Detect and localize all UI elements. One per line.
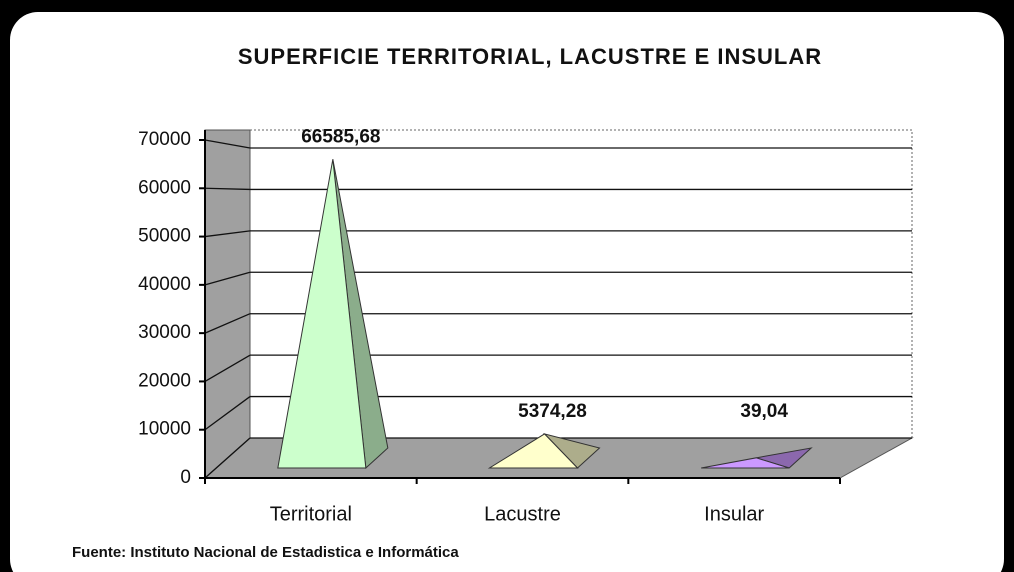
pyramid-front (487, 433, 579, 469)
grid-line (204, 354, 251, 382)
grid-line (204, 139, 251, 149)
y-tick-label: 40000 (138, 274, 191, 295)
grid-line (204, 437, 251, 479)
y-tick-label: 50000 (138, 226, 191, 247)
grid-line (204, 187, 251, 191)
y-tick-label: 30000 (138, 322, 191, 343)
y-tick-label: 10000 (138, 419, 191, 440)
value-label: 39,04 (740, 401, 788, 422)
x-tick-label: Lacustre (484, 503, 561, 525)
grid-line (204, 396, 251, 431)
y-tick-label: 60000 (138, 177, 191, 198)
y-tick-label: 70000 (138, 129, 191, 150)
y-tick-label: 0 (180, 467, 191, 488)
x-tick-label: Insular (704, 503, 764, 525)
grid-line (204, 271, 251, 286)
value-label: 66585,68 (301, 126, 380, 147)
source: Fuente: Instituto Nacional de Estadistic… (72, 544, 459, 561)
value-label: 5374,28 (518, 401, 587, 422)
grid-line (204, 230, 251, 238)
pyramid-front (701, 457, 790, 469)
y-tick-label: 20000 (138, 370, 191, 391)
x-tick-label: Territorial (270, 503, 352, 525)
chart-title: SUPERFICIE TERRITORIAL, LACUSTRE E INSUL… (238, 44, 822, 69)
side-wall (204, 129, 251, 480)
grid-line (204, 313, 251, 334)
pyramid-front (277, 159, 367, 469)
